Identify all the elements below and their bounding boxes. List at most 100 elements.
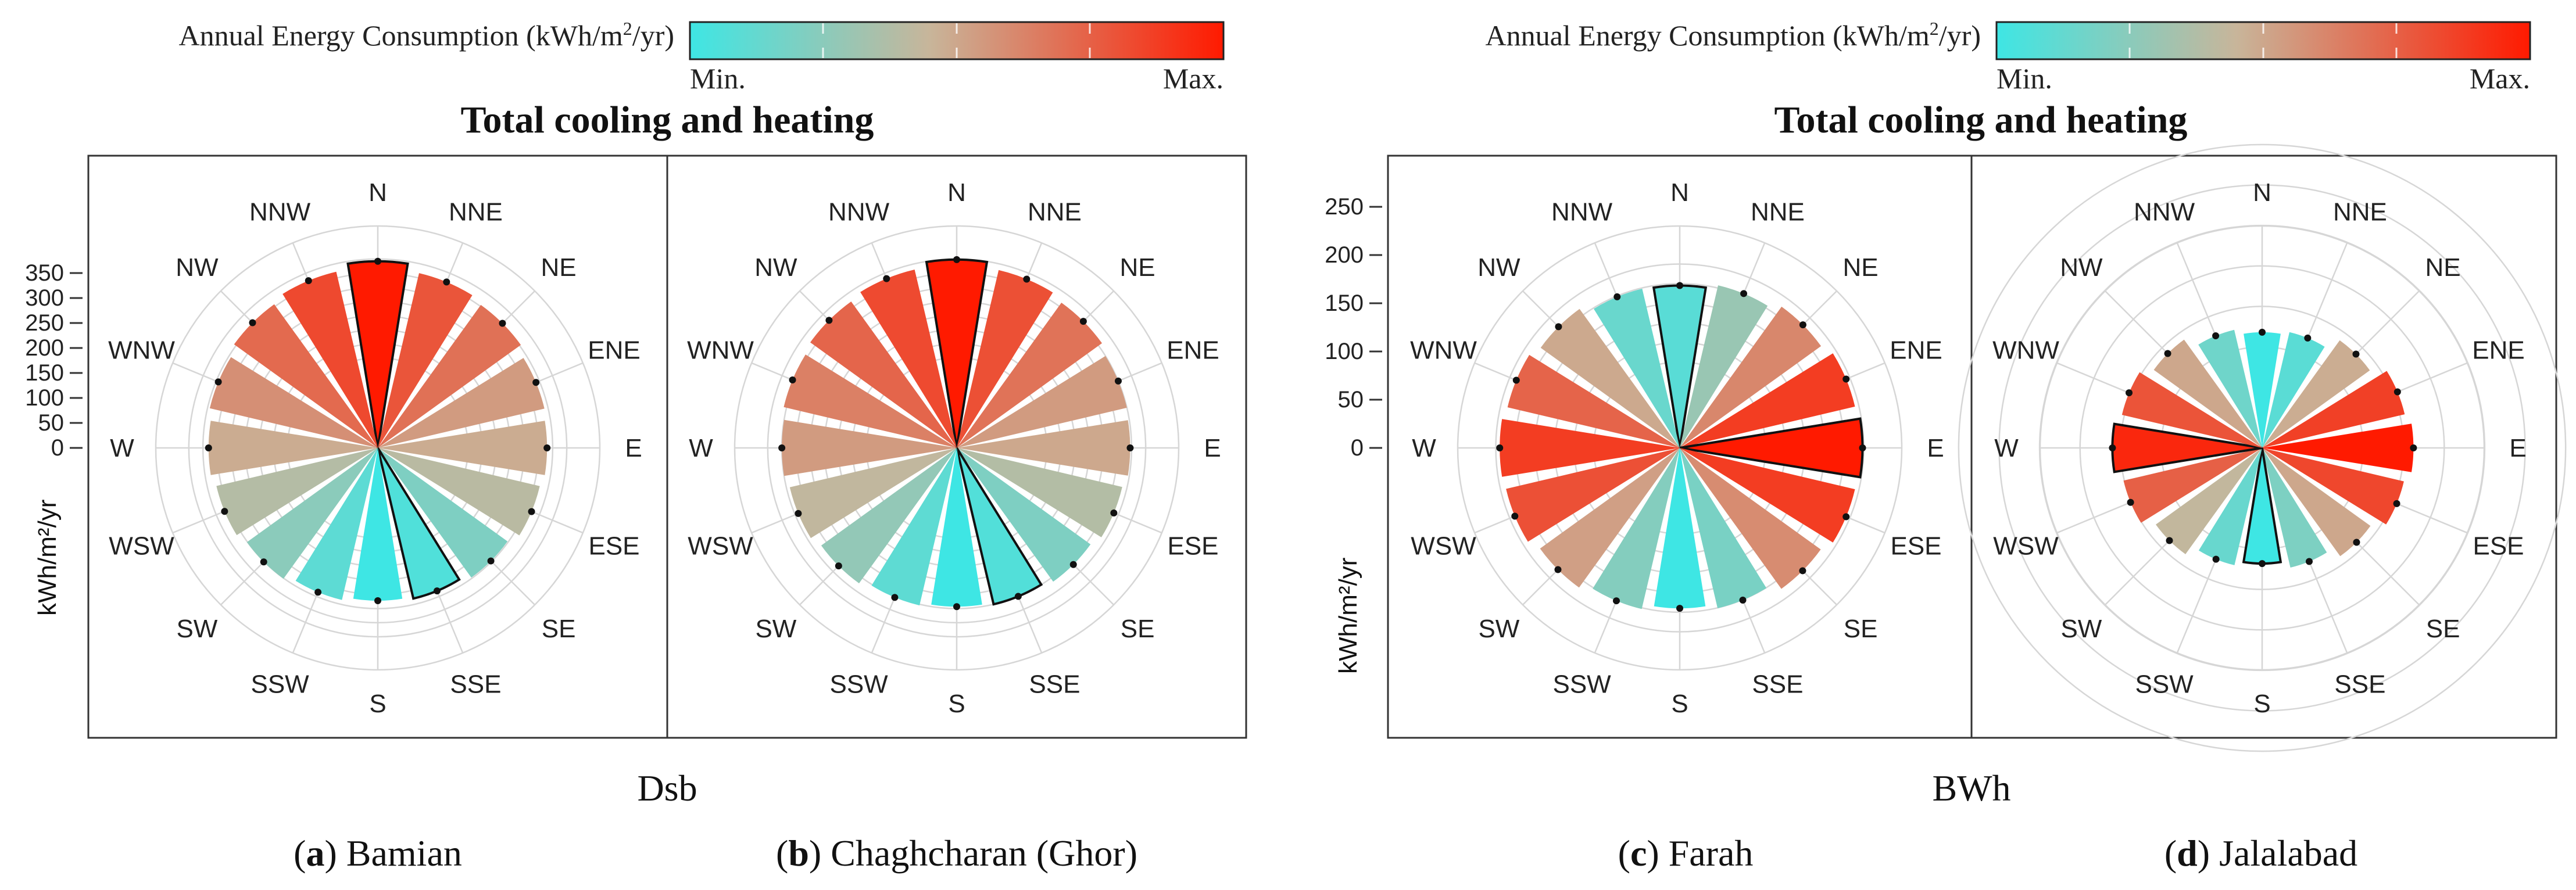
bar-SSE xyxy=(1680,448,1767,608)
bar-SSE xyxy=(2262,448,2327,568)
bar-SSW xyxy=(295,448,378,600)
panel-caption: (a) Bamian xyxy=(294,832,462,874)
panel-caption: (b) Chaghcharan (Ghor) xyxy=(776,832,1137,874)
direction-label: SSE xyxy=(1752,670,1803,699)
bar-point xyxy=(2109,444,2116,451)
direction-label: S xyxy=(1671,690,1688,718)
direction-label: S xyxy=(369,690,386,718)
bar-point xyxy=(2353,539,2360,546)
direction-label: NE xyxy=(541,253,577,282)
bar-S xyxy=(931,448,982,607)
direction-label: S xyxy=(2253,690,2270,718)
bar-point xyxy=(2212,332,2220,340)
panel-caption: (d) Jalalabad xyxy=(2164,832,2357,874)
direction-label: NNE xyxy=(2333,198,2387,227)
bar-point xyxy=(532,379,540,386)
direction-label: W xyxy=(689,434,713,462)
bar-point xyxy=(1740,290,1748,297)
bar-point xyxy=(214,378,222,386)
bar-point xyxy=(1110,509,1118,516)
bar-point xyxy=(1612,597,1620,605)
direction-label: SSW xyxy=(251,670,309,699)
panel-chaghcharan: N NNE NE ENE E ESE SE SSE S SSW SW WSW W WNW NW NNW xyxy=(687,178,1221,718)
bar-SW xyxy=(821,448,957,584)
direction-label: ESE xyxy=(588,532,639,560)
bar-point xyxy=(2304,334,2312,342)
radial-tick: 50 xyxy=(38,410,83,436)
panel-farah: N NNE NE ENE E ESE SE SSE S SSW SW WSW W WNW NW NNW xyxy=(1410,178,1944,718)
bar-point xyxy=(249,319,256,326)
bar-WSW xyxy=(216,448,378,536)
bar-WSW xyxy=(789,448,957,539)
bar-NNW xyxy=(1594,289,1680,448)
bar-point xyxy=(1126,444,1134,451)
bar-W xyxy=(782,419,957,476)
direction-label: E xyxy=(625,434,642,462)
bar-point xyxy=(891,594,899,601)
bar-SW xyxy=(2156,448,2262,554)
bar-point xyxy=(205,444,212,451)
bar-WNW xyxy=(209,357,378,448)
panel-jalalabad: N NNE NE ENE E ESE SE SSE S SSW SW WSW W WNW NW NNW xyxy=(1958,143,2567,752)
direction-label: WSW xyxy=(688,532,753,560)
bar-point xyxy=(2393,500,2400,507)
bar-NNW xyxy=(2198,329,2262,448)
direction-label: NW xyxy=(1477,253,1520,282)
direction-label: WNW xyxy=(1992,336,2059,365)
bar-point xyxy=(1799,321,1806,329)
bar-point xyxy=(443,278,450,286)
bar-point xyxy=(260,558,267,566)
bar-NW xyxy=(810,302,957,448)
direction-label: NE xyxy=(1843,253,1879,282)
radial-tick: 50 xyxy=(1338,387,1382,412)
bar-NE xyxy=(1680,306,1822,448)
bar-point xyxy=(314,588,322,596)
direction-label: WNW xyxy=(108,336,175,365)
radial-tick: 0 xyxy=(51,435,83,461)
bar-point xyxy=(305,277,312,285)
direction-label: NNW xyxy=(249,198,311,227)
bar-NNW xyxy=(282,271,378,448)
bar-SW xyxy=(246,448,378,579)
bar-point xyxy=(1114,377,1122,385)
svg-text:50: 50 xyxy=(38,410,65,436)
bar-point xyxy=(543,444,551,451)
bar-NE xyxy=(957,303,1102,448)
radial-tick: 250 xyxy=(1325,194,1382,220)
direction-label: NW xyxy=(176,253,219,282)
svg-text:150: 150 xyxy=(1325,290,1364,316)
bar-point xyxy=(1859,444,1866,451)
bar-point xyxy=(1023,275,1031,283)
bar-point xyxy=(1739,596,1747,604)
bar-point xyxy=(1069,561,1077,568)
group-dsb: Annual Energy Consumption (kWh/m2/yr) Mi… xyxy=(25,18,1247,874)
direction-label: N xyxy=(2253,178,2271,207)
bar-NW xyxy=(234,304,378,448)
direction-label: SE xyxy=(1121,615,1155,643)
svg-text:200: 200 xyxy=(25,335,64,361)
bar-point xyxy=(2305,558,2313,565)
bar-WNW xyxy=(783,354,957,448)
bar-ENE xyxy=(378,358,545,448)
bar-point xyxy=(1555,323,1562,331)
bar-point xyxy=(953,603,960,611)
bar-point xyxy=(1676,605,1683,612)
bar-point xyxy=(2127,498,2134,506)
bar-point xyxy=(221,508,228,515)
bar-ESE xyxy=(1680,448,1855,543)
radial-tick: 200 xyxy=(25,335,83,361)
bar-point xyxy=(433,587,441,595)
bar-point xyxy=(1799,567,1806,575)
bar-point xyxy=(778,444,786,451)
y-axis-label: kWh/m²/yr xyxy=(1334,558,1362,674)
climate-label: Dsb xyxy=(637,767,697,809)
svg-text:100: 100 xyxy=(1325,339,1364,364)
direction-label: NNE xyxy=(449,198,503,227)
bar-point xyxy=(2352,350,2360,358)
legend-label: Annual Energy Consumption (kWh/m2/yr) xyxy=(1486,18,1981,52)
direction-label: N xyxy=(368,178,387,207)
bar-point xyxy=(2259,560,2266,568)
bar-ESE xyxy=(378,448,540,536)
bar-point xyxy=(2164,350,2171,357)
bar-point xyxy=(789,376,796,384)
